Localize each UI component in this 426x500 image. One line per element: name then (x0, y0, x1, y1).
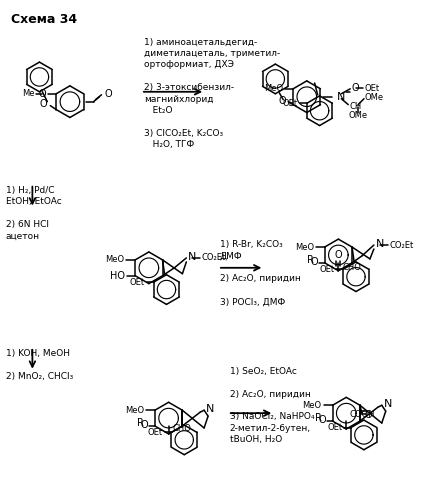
Text: O: O (140, 420, 148, 430)
Text: O: O (104, 89, 112, 99)
Text: O: O (350, 83, 358, 93)
Text: HO: HO (110, 270, 125, 280)
Text: CHO: CHO (342, 264, 360, 272)
Text: OMe: OMe (348, 111, 367, 120)
Text: OEt: OEt (147, 428, 162, 437)
Text: N: N (337, 92, 345, 102)
Text: R: R (306, 255, 313, 265)
Text: MeO: MeO (263, 84, 282, 94)
Text: MeO: MeO (302, 401, 321, 410)
Text: 1) H₂, Pd/C
EtOH, EtOAc

2) 6N HCl
ацетон: 1) H₂, Pd/C EtOH, EtOAc 2) 6N HCl ацетон (6, 186, 61, 240)
Text: OEt: OEt (130, 278, 144, 286)
Text: 1) R-Br, K₂CO₃
ДМФ

2) Ac₂O, пиридин

3) POCl₃, ДМФ: 1) R-Br, K₂CO₃ ДМФ 2) Ac₂O, пиридин 3) P… (219, 240, 300, 306)
Text: O: O (309, 257, 317, 267)
Text: N: N (188, 252, 196, 262)
Text: O: O (278, 96, 285, 106)
Text: OEt: OEt (363, 84, 378, 94)
Text: O: O (40, 98, 47, 108)
Text: O: O (364, 410, 371, 420)
Text: CH: CH (348, 102, 361, 111)
Text: COOH: COOH (348, 410, 374, 419)
Text: MeO: MeO (125, 406, 144, 414)
Text: CHO: CHO (172, 424, 191, 434)
Text: OEt: OEt (318, 265, 334, 274)
Text: CO₂Et: CO₂Et (201, 254, 225, 262)
Text: N: N (375, 239, 383, 249)
Text: R: R (137, 418, 144, 428)
Text: O: O (334, 250, 341, 260)
Text: O: O (317, 415, 325, 425)
Text: O: O (39, 89, 46, 99)
Text: R: R (314, 413, 321, 423)
Text: CO₂Et: CO₂Et (389, 240, 413, 250)
Text: N: N (206, 404, 214, 414)
Text: OEt: OEt (282, 99, 297, 108)
Text: 1) аминоацетальдегид-
диметилацеталь, триметил-
ортоформиат, ДХЭ

2) 3-этоксибен: 1) аминоацетальдегид- диметилацеталь, тр… (144, 38, 279, 150)
Text: 1) KOH, MeOH

2) MnO₂, CHCl₃: 1) KOH, MeOH 2) MnO₂, CHCl₃ (6, 349, 73, 381)
Text: MeO: MeO (105, 256, 124, 264)
Text: Схема 34: Схема 34 (11, 12, 77, 26)
Text: N: N (383, 400, 391, 409)
Text: 1) SeO₂, EtOAc

2) Ac₂O, пиридин

3) NaOCl₂, NaHPO₄
2-метил-2-бутен,
tBuOH, H₂O: 1) SeO₂, EtOAc 2) Ac₂O, пиридин 3) NaOCl… (229, 366, 314, 444)
Text: OEt: OEt (326, 423, 341, 432)
Text: OMe: OMe (363, 93, 382, 102)
Text: MeO: MeO (294, 242, 313, 252)
Text: Me: Me (22, 90, 35, 98)
